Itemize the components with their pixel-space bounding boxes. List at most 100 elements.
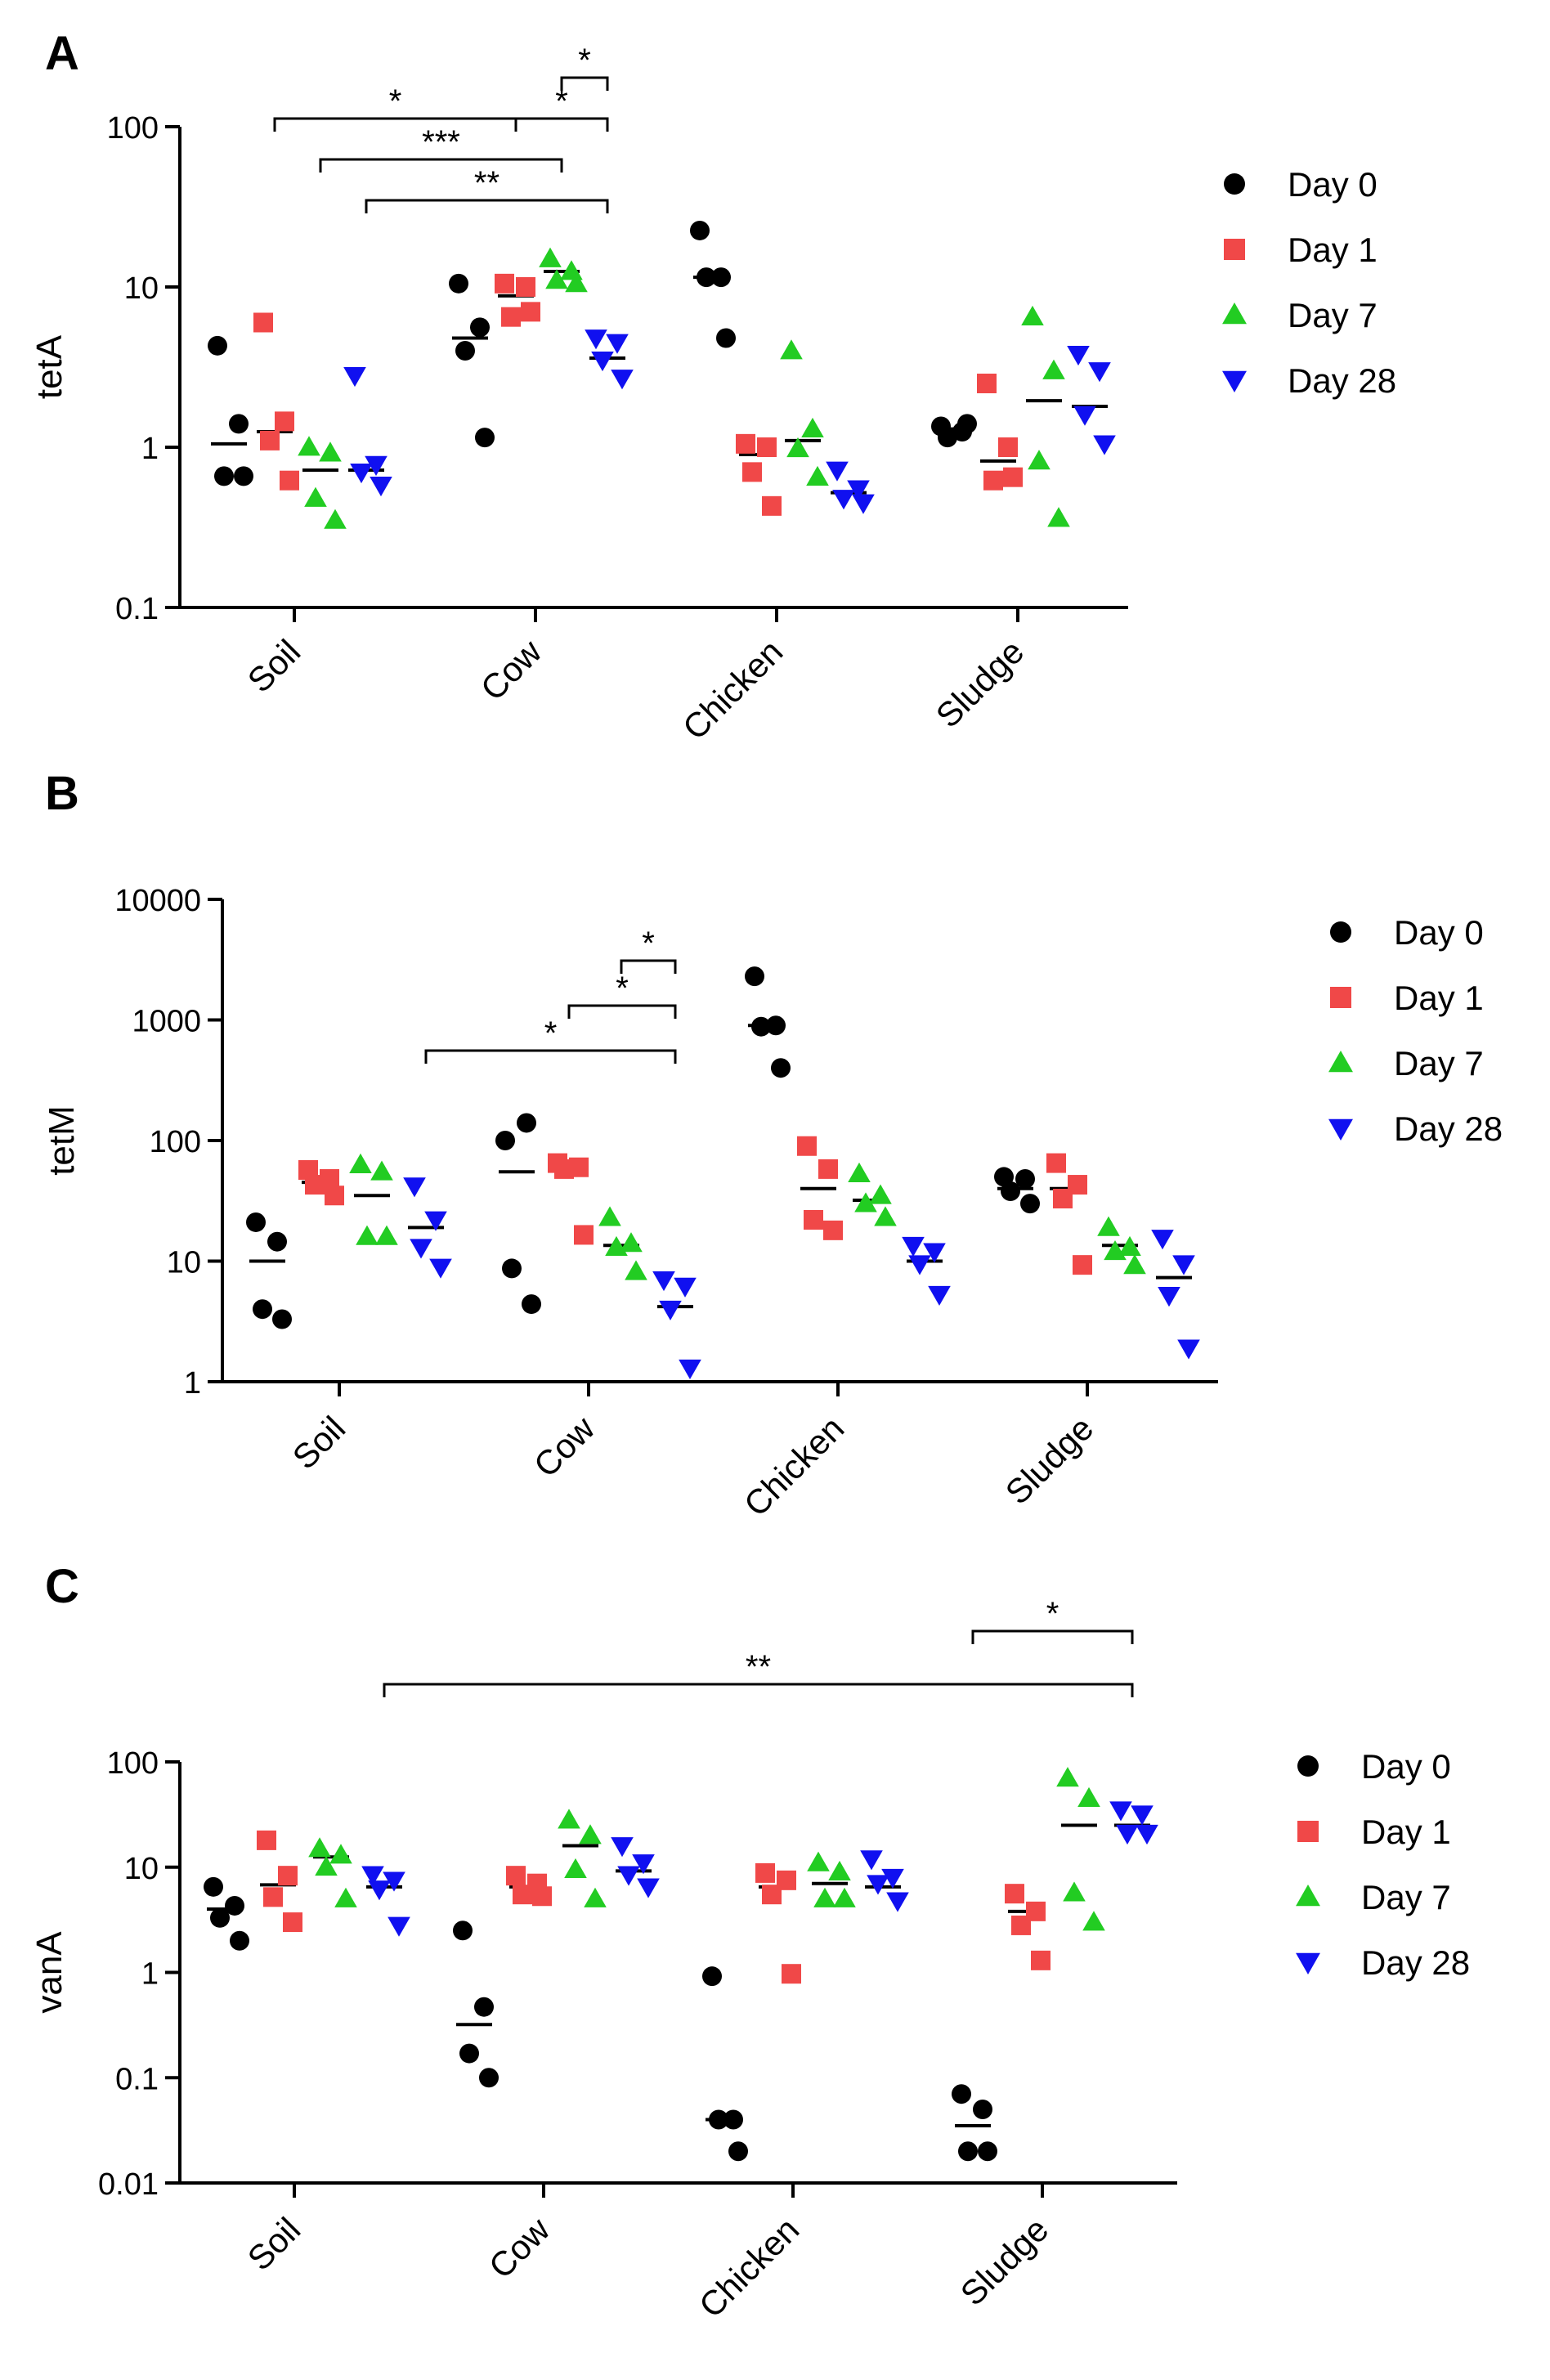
data-point	[1021, 305, 1044, 326]
circle-icon	[1330, 921, 1351, 943]
data-point	[479, 2068, 499, 2088]
y-axis-label: vanA	[29, 1931, 69, 2014]
legend-label: Day 28	[1288, 361, 1396, 400]
square-icon	[1297, 1821, 1319, 1842]
data-point	[833, 1887, 856, 1907]
legend-label: Day 0	[1288, 165, 1378, 204]
data-point	[210, 1907, 230, 1928]
data-point	[973, 2100, 992, 2120]
data-point	[459, 2043, 479, 2064]
y-tick-label: 1000	[132, 1005, 201, 1039]
legend-label: Day 0	[1361, 1747, 1451, 1786]
data-point	[697, 267, 716, 288]
data-point	[605, 1235, 628, 1257]
data-point	[869, 1184, 892, 1204]
data-point	[532, 1886, 552, 1907]
data-point	[1082, 1911, 1105, 1931]
data-point	[253, 312, 273, 333]
data-point	[977, 374, 997, 394]
data-point	[978, 2141, 997, 2162]
data-point	[517, 1113, 536, 1133]
y-tick-label: 10	[124, 271, 159, 306]
data-point	[1015, 1169, 1035, 1190]
data-point	[1093, 435, 1116, 455]
data-point	[723, 2109, 743, 2130]
data-point	[1158, 1287, 1180, 1307]
data-point	[545, 269, 568, 289]
significance-bracket	[273, 117, 517, 132]
data-point	[208, 335, 227, 356]
data-point	[1104, 1240, 1127, 1261]
y-axis-label: tetM	[42, 1105, 82, 1176]
data-point	[983, 470, 1003, 491]
data-point	[564, 1858, 587, 1878]
y-tick-label: 0.1	[115, 2062, 159, 2096]
data-point	[751, 1016, 771, 1037]
data-point	[304, 486, 327, 507]
data-point	[350, 464, 373, 484]
data-point	[356, 1225, 379, 1245]
data-point	[449, 273, 468, 294]
data-point	[998, 437, 1018, 457]
data-point	[424, 1211, 447, 1231]
significance-label: *	[1046, 1596, 1059, 1632]
data-point	[1131, 1805, 1154, 1826]
circle-icon	[1297, 1755, 1319, 1777]
data-point	[782, 1964, 801, 1984]
data-point	[1118, 1235, 1141, 1257]
data-point	[1116, 1824, 1139, 1845]
x-tick-label: Cow	[473, 632, 549, 708]
square-icon	[1330, 987, 1351, 1008]
data-point	[598, 1206, 621, 1226]
y-axis-label: tetA	[29, 334, 69, 399]
data-point	[1056, 1767, 1079, 1787]
data-point	[620, 1232, 643, 1253]
data-point	[826, 461, 849, 482]
significance-label: *	[642, 926, 655, 961]
data-point	[361, 1866, 384, 1886]
significance-bracket	[620, 959, 677, 974]
data-point	[786, 437, 809, 458]
data-point	[813, 1887, 836, 1907]
data-point	[711, 267, 731, 288]
panel-letter: A	[45, 27, 79, 80]
data-point	[324, 509, 347, 529]
data-point	[823, 1220, 843, 1240]
data-point	[742, 462, 762, 482]
data-point	[246, 1212, 266, 1232]
data-point	[214, 466, 234, 486]
data-point	[368, 1880, 391, 1901]
data-point	[690, 220, 710, 240]
data-point	[278, 1866, 298, 1886]
data-point	[305, 1175, 325, 1195]
triangle-up-icon	[1296, 1885, 1320, 1907]
legend-label: Day 7	[1361, 1878, 1451, 1916]
data-point	[260, 430, 280, 450]
data-point	[804, 1209, 823, 1230]
significance-bracket	[514, 117, 609, 132]
data-point	[801, 417, 824, 438]
data-point	[1151, 1230, 1174, 1250]
data-point	[1001, 1181, 1020, 1201]
data-point	[522, 1294, 541, 1315]
y-tick-label: 0.01	[98, 2167, 159, 2202]
data-point	[757, 437, 777, 457]
data-point	[429, 1258, 452, 1279]
data-point	[1067, 346, 1090, 366]
data-point	[474, 1997, 494, 2017]
x-tick-label: Chicken	[675, 632, 791, 747]
data-point	[225, 1895, 244, 1916]
data-point	[370, 1160, 393, 1181]
significance-bracket	[383, 1683, 1134, 1697]
data-point	[204, 1876, 223, 1897]
circle-icon	[1224, 173, 1245, 195]
data-point	[886, 1892, 909, 1912]
data-point	[745, 966, 764, 987]
legend-label: Day 1	[1394, 979, 1484, 1017]
data-point	[1005, 1884, 1024, 1904]
data-point	[253, 1299, 272, 1320]
data-point	[848, 1162, 871, 1183]
data-point	[1109, 1801, 1132, 1822]
significance-label: *	[578, 43, 591, 78]
